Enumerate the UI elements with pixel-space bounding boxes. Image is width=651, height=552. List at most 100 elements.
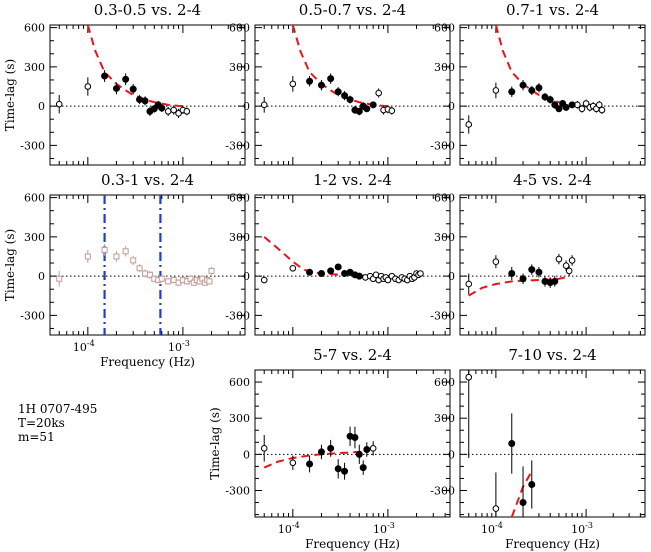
plot-area bbox=[460, 370, 645, 517]
plot-area bbox=[460, 25, 645, 134]
plot-area bbox=[255, 25, 450, 116]
data-point bbox=[175, 110, 182, 117]
data-point bbox=[562, 103, 570, 111]
data-point bbox=[551, 277, 559, 285]
plot-frame bbox=[254, 194, 451, 336]
data-point bbox=[334, 88, 342, 96]
data-point bbox=[369, 101, 377, 109]
plot-frame bbox=[49, 24, 246, 166]
y-axis-label: Time-lag (s) bbox=[208, 407, 222, 479]
y-axis-label: Time-lag (s) bbox=[3, 229, 17, 301]
data-point bbox=[327, 75, 335, 83]
y-tick-label: -300 bbox=[20, 139, 45, 152]
plot-frame bbox=[459, 194, 646, 336]
data-point bbox=[465, 280, 473, 288]
y-tick-label: 300 bbox=[24, 61, 45, 74]
data-point bbox=[101, 246, 108, 253]
bin-count: m=51 bbox=[18, 430, 55, 444]
data-point bbox=[55, 100, 63, 108]
plot-area bbox=[255, 426, 450, 480]
data-point bbox=[142, 270, 149, 277]
model-curve bbox=[510, 470, 533, 517]
model-curve bbox=[291, 25, 392, 108]
panel-p1: 0.3-0.5 vs. 2-4 -300 0 300 600 Time-lag (s) bbox=[3, 1, 246, 166]
y-tick-label: 0 bbox=[448, 448, 455, 461]
y-tick-label: 600 bbox=[434, 376, 455, 389]
data-point bbox=[122, 248, 129, 255]
y-tick-label: -300 bbox=[20, 309, 45, 322]
panel-title: 0.7-1 vs. 2-4 bbox=[506, 1, 599, 19]
data-point bbox=[129, 85, 137, 93]
panel-p5: 1-2 vs. 2-4 -300 0 300 600 bbox=[225, 171, 451, 336]
data-point bbox=[568, 257, 576, 264]
data-point bbox=[346, 96, 354, 104]
panel-p4: 0.3-1 vs. 2-4 -300 0 300 600 10-4 10-3 Time-lag… bbox=[3, 171, 246, 369]
data-point bbox=[417, 270, 424, 277]
y-tick-label: -300 bbox=[225, 309, 250, 322]
data-point bbox=[341, 467, 349, 475]
data-point bbox=[289, 80, 297, 88]
data-point bbox=[546, 96, 554, 104]
y-tick-label: 0 bbox=[38, 100, 45, 113]
data-point bbox=[535, 84, 543, 92]
data-point bbox=[363, 446, 371, 454]
data-point bbox=[465, 373, 473, 381]
y-tick-label: 0 bbox=[243, 448, 250, 461]
x-tick-label: 10-4 bbox=[278, 521, 300, 536]
data-point bbox=[113, 253, 120, 260]
y-tick-label: 600 bbox=[24, 192, 45, 205]
panel-p6: 4-5 vs. 2-4 -300 0 300 600 bbox=[430, 171, 646, 336]
data-point bbox=[492, 505, 500, 512]
panel-title: 4-5 vs. 2-4 bbox=[513, 171, 592, 189]
data-point bbox=[101, 72, 109, 80]
panel-title: 7-10 vs. 2-4 bbox=[508, 346, 596, 364]
data-point bbox=[355, 107, 363, 115]
data-point bbox=[306, 460, 314, 468]
y-tick-label: 600 bbox=[434, 22, 455, 35]
y-tick-label: 300 bbox=[434, 412, 455, 425]
x-tick-label: 10-3 bbox=[571, 521, 593, 536]
data-point bbox=[492, 258, 500, 266]
data-point bbox=[334, 465, 342, 473]
data-point bbox=[84, 83, 92, 90]
data-point bbox=[595, 101, 603, 109]
data-point bbox=[187, 275, 194, 282]
data-point bbox=[384, 276, 392, 284]
data-point bbox=[508, 88, 516, 96]
plot-frame bbox=[254, 24, 451, 166]
y-tick-label: 0 bbox=[243, 270, 250, 283]
plot-frame bbox=[459, 24, 646, 166]
data-point bbox=[158, 104, 166, 112]
data-point bbox=[289, 264, 297, 272]
data-point bbox=[465, 121, 473, 128]
panel-title: 0.3-0.5 vs. 2-4 bbox=[94, 1, 201, 19]
plot-area bbox=[460, 253, 645, 297]
y-tick-label: -300 bbox=[430, 484, 455, 497]
x-tick-label: 10-3 bbox=[373, 521, 395, 536]
x-axis-label: Frequency (Hz) bbox=[100, 355, 195, 369]
y-axis-label: Time-lag (s) bbox=[3, 59, 17, 131]
panel-p2: 0.5-0.7 vs. 2-4 -300 0 300 600 bbox=[225, 1, 451, 166]
y-tick-label: 600 bbox=[229, 22, 250, 35]
data-point bbox=[170, 277, 177, 284]
data-point bbox=[551, 101, 559, 109]
plot-frame bbox=[49, 194, 246, 336]
x-axis-label: Frequency (Hz) bbox=[305, 537, 400, 551]
y-tick-label: 300 bbox=[434, 61, 455, 74]
data-point bbox=[528, 480, 536, 488]
data-point bbox=[598, 106, 606, 114]
data-point bbox=[562, 262, 570, 269]
data-point bbox=[84, 253, 91, 260]
data-point bbox=[355, 450, 363, 458]
x-tick-label: 10-3 bbox=[168, 339, 190, 354]
data-point bbox=[555, 255, 563, 263]
data-point bbox=[317, 448, 325, 456]
data-point bbox=[317, 81, 325, 89]
y-tick-label: -300 bbox=[430, 309, 455, 322]
data-point bbox=[508, 270, 516, 278]
model-curve bbox=[263, 450, 367, 469]
panel-title: 0.5-0.7 vs. 2-4 bbox=[299, 1, 406, 19]
panel-p7: 5-7 vs. 2-4 -300 0 300 600 10-4 10-3 Time-lag (… bbox=[208, 346, 451, 551]
y-tick-label: -300 bbox=[225, 139, 250, 152]
